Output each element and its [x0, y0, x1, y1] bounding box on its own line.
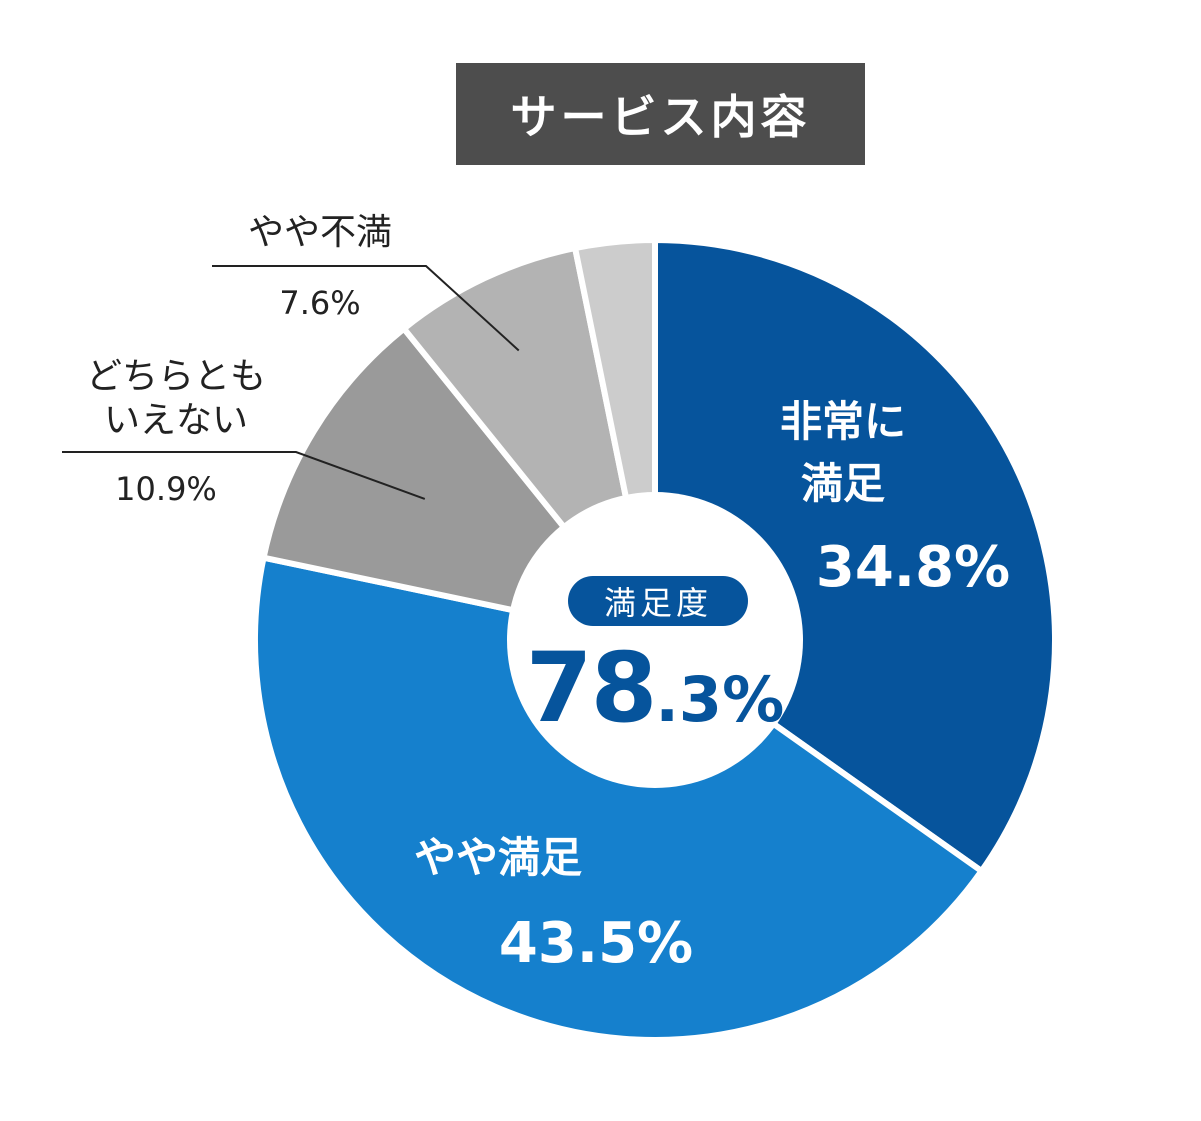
slice-label: やや不満 — [248, 212, 392, 253]
center-value: 78.3% — [526, 632, 784, 744]
slice-label: 非常に — [780, 397, 906, 446]
slice-value-label: 10.9% — [115, 470, 217, 508]
chart-title: サービス内容 — [456, 63, 865, 165]
slice-label: いえない — [104, 400, 248, 441]
center-badge-label: 満足度 — [604, 584, 712, 622]
pie-slice-0 — [652, 237, 1058, 875]
leader-line — [62, 451, 426, 500]
slice-label: どちらとも — [86, 356, 266, 397]
slice-label: 満足 — [801, 459, 885, 508]
slice-value-label: 7.6% — [279, 284, 360, 322]
leader-line — [212, 265, 520, 352]
pie-slice-1 — [252, 554, 985, 1043]
slice-label: やや満足 — [414, 833, 582, 882]
center-badge — [568, 576, 748, 626]
center-hole — [507, 492, 803, 788]
leader-lines — [62, 265, 520, 500]
slice-value-label: 43.5% — [499, 911, 693, 976]
pie-slices — [252, 237, 1058, 1043]
slice-value-label: 34.8% — [816, 535, 1010, 600]
center-summary: 満足度 78.3% — [526, 576, 784, 744]
